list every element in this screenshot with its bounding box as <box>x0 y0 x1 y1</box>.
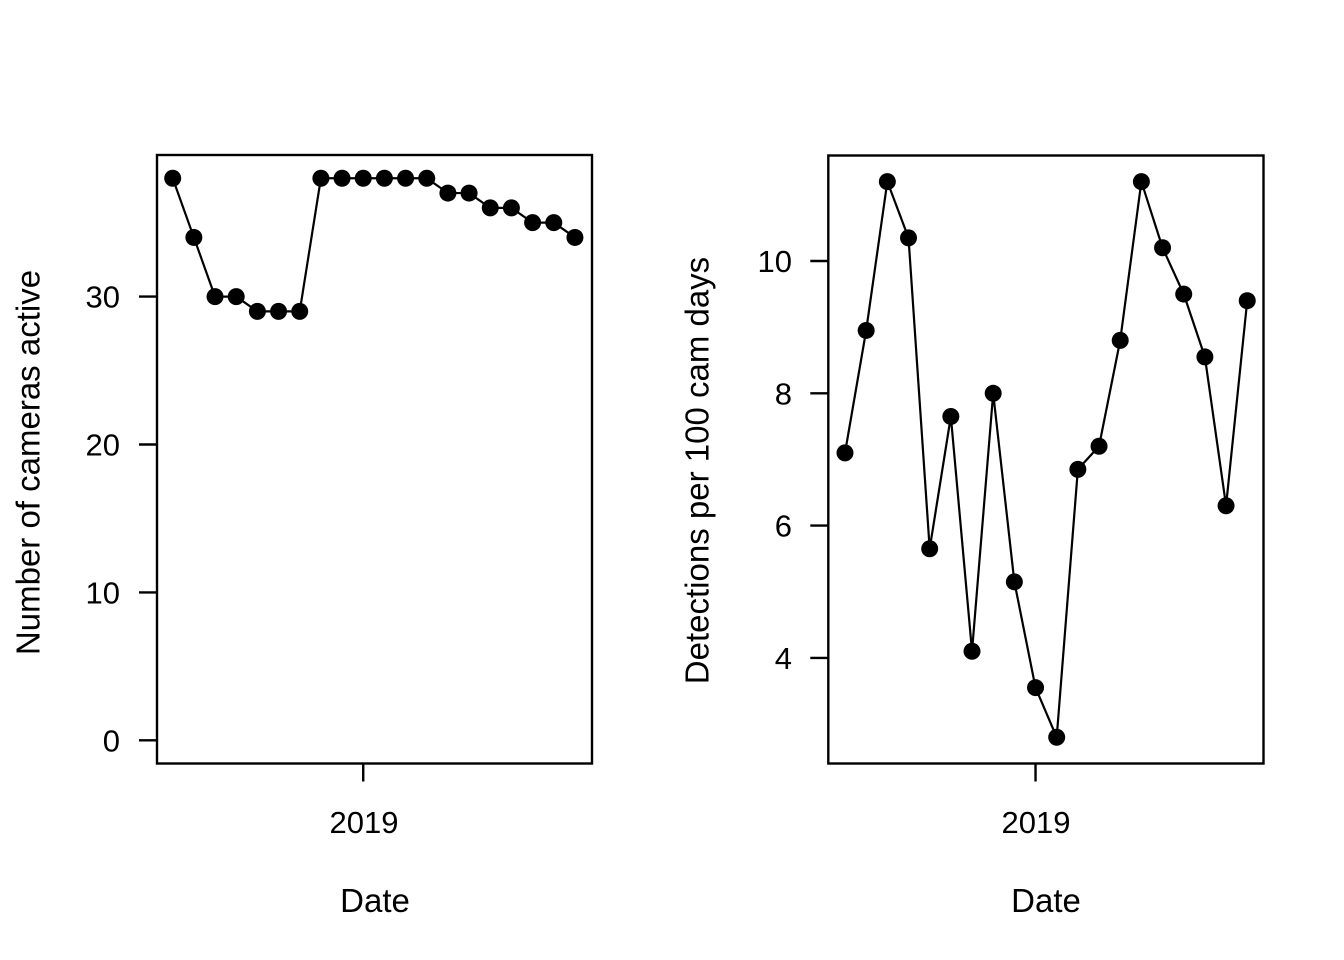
plot-box <box>827 154 1265 765</box>
data-point <box>1154 239 1172 257</box>
left-panel-x-axis-label: Date <box>340 882 410 919</box>
data-point <box>206 288 224 306</box>
left-panel-x-tick-label: 2019 <box>329 805 399 840</box>
y-tick-label: 20 <box>86 428 120 463</box>
data-point <box>1048 728 1066 746</box>
right-panel-y-axis-label: Detections per 100 cam days <box>678 256 716 685</box>
data-point <box>481 199 499 217</box>
data-point <box>460 184 478 202</box>
data-point <box>270 302 288 320</box>
data-point <box>1069 460 1087 478</box>
data-point <box>1132 173 1150 191</box>
data-point <box>921 540 939 558</box>
y-tick-label: 0 <box>103 723 120 758</box>
data-point <box>963 642 981 660</box>
data-point <box>878 173 896 191</box>
plot-box <box>155 153 594 765</box>
data-point <box>439 184 457 202</box>
right-panel-x-tick-label: 2019 <box>1001 805 1071 840</box>
y-tick-label: 4 <box>775 641 792 676</box>
data-point <box>900 229 918 247</box>
left-panel-y-axis-label: Number of cameras active <box>9 269 47 656</box>
data-point <box>164 169 182 187</box>
data-point <box>185 228 203 246</box>
y-tick-label: 10 <box>86 575 120 610</box>
data-point <box>857 321 875 339</box>
data-point <box>1196 348 1214 366</box>
y-tick-label: 10 <box>758 244 792 279</box>
data-point <box>524 214 542 232</box>
data-point <box>984 384 1002 402</box>
data-point <box>291 302 309 320</box>
data-point <box>1090 437 1108 455</box>
y-tick-label: 8 <box>775 376 792 411</box>
data-point <box>1175 285 1193 303</box>
data-point <box>545 214 563 232</box>
data-point <box>1217 497 1235 515</box>
series-line <box>843 181 1249 738</box>
data-point <box>502 199 520 217</box>
data-point <box>1111 331 1129 349</box>
data-point <box>1005 573 1023 591</box>
data-point <box>836 444 854 462</box>
data-point <box>248 302 266 320</box>
data-point <box>312 169 330 187</box>
data-point <box>942 407 960 425</box>
data-point <box>566 228 584 246</box>
data-point <box>227 288 245 306</box>
y-tick-label: 30 <box>86 280 120 315</box>
data-point <box>375 169 393 187</box>
right-panel-x-axis-label: Date <box>1011 882 1081 919</box>
data-point <box>397 169 415 187</box>
data-point <box>418 169 436 187</box>
data-point <box>354 169 372 187</box>
data-point <box>1027 679 1045 697</box>
y-tick-label: 6 <box>775 509 792 544</box>
data-point <box>333 169 351 187</box>
data-point <box>1238 292 1256 310</box>
